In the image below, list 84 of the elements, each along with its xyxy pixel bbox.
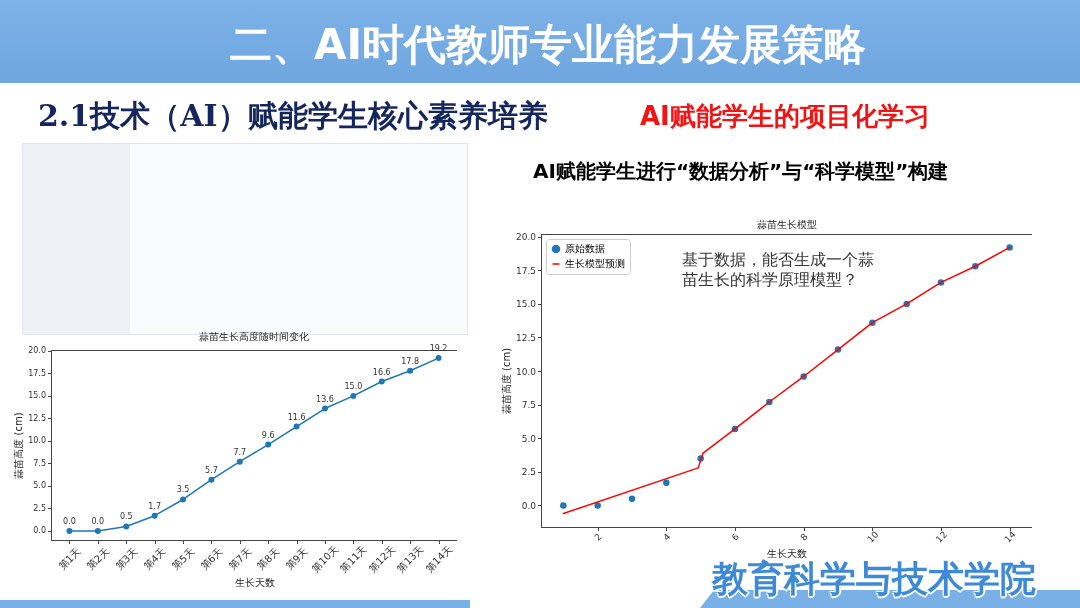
- point: [435, 355, 442, 362]
- x-tick-label: 第4天: [141, 545, 168, 572]
- data-label: 15.0: [344, 381, 363, 391]
- x-tick-label: 第1天: [56, 545, 83, 572]
- chart-title: 蒜苗生长高度随时间变化: [199, 331, 309, 343]
- point: [123, 523, 130, 530]
- y-tick-label: 12.5: [515, 332, 536, 343]
- x-tick-label: 6: [729, 531, 742, 543]
- annotation: 基于数据，能否生成一个蒜苗生长的科学原理模型？: [682, 250, 875, 290]
- data-label: 0.0: [63, 517, 76, 526]
- y-tick-label: 0.0: [33, 526, 46, 536]
- data-label: 17.8: [401, 356, 420, 366]
- x-tick-label: 12: [933, 529, 950, 545]
- x-axis-title: 生长天数: [234, 577, 275, 589]
- y-tick-label: 17.5: [515, 265, 536, 276]
- point: [180, 496, 187, 503]
- y-tick-label: 12.5: [28, 413, 46, 423]
- x-tick-label: 第6天: [198, 545, 225, 572]
- point: [151, 512, 158, 519]
- x-axis-title: 生长天数: [767, 547, 807, 559]
- x-tick-label: 第11天: [338, 543, 369, 575]
- x-tick-label: 10: [865, 529, 881, 545]
- x-tick-label: 第14天: [423, 543, 455, 575]
- point: [236, 458, 243, 465]
- text: 教育科学与技术学院: [712, 558, 1036, 600]
- data-label: 0.0: [91, 517, 105, 526]
- point: [321, 405, 328, 412]
- text: AI赋能学生进行“数据分析”与“科学模型”构建: [533, 159, 949, 183]
- chart-title: 蒜苗生长模型: [756, 218, 817, 230]
- y-tick-label: 2.5: [521, 467, 536, 478]
- y-tick-label: 7.5: [521, 400, 536, 411]
- data-label: 9.6: [261, 430, 275, 440]
- x-tick-label: 14: [1002, 529, 1018, 545]
- point: [663, 479, 670, 486]
- data-label: 11.6: [287, 412, 306, 422]
- point: [407, 367, 414, 374]
- x-tick-label: 第2天: [84, 545, 112, 572]
- data-label: 7.7: [233, 447, 247, 457]
- y-tick-label: 10.0: [28, 436, 46, 446]
- y-tick-label: 5.0: [521, 433, 537, 444]
- y-tick-label: 10.0: [515, 366, 537, 377]
- point: [560, 502, 567, 509]
- point: [293, 423, 300, 430]
- x-tick-label: 第12天: [366, 543, 398, 575]
- text: 2.1技术（AI）赋能学生核心素养培养: [38, 98, 548, 134]
- text: AI赋能学生的项目化学习: [640, 101, 930, 132]
- y-axis-title: 蒜苗高度 (cm): [500, 347, 512, 415]
- x-tick-label: 第3天: [113, 545, 140, 572]
- x-tick-label: 第7天: [226, 545, 254, 572]
- y-tick-label: 0.0: [521, 501, 537, 511]
- point: [628, 495, 636, 503]
- y-tick-label: 17.5: [28, 368, 46, 378]
- point: [378, 378, 385, 385]
- x-tick-label: 第8天: [255, 545, 282, 572]
- x-tick-label: 4: [661, 531, 673, 543]
- x-tick-label: 第9天: [283, 545, 310, 572]
- point: [94, 528, 101, 534]
- point: [208, 476, 215, 483]
- text: 二、AI时代教师专业能力发展策略: [230, 20, 867, 70]
- x-tick-label: 2: [592, 531, 604, 543]
- y-tick-label: 20.0: [28, 346, 46, 356]
- data-label: 13.6: [316, 394, 334, 404]
- x-tick-label: 第5天: [169, 545, 197, 572]
- y-axis-title: 蒜苗高度 (cm): [13, 412, 25, 479]
- x-tick-label: 第10天: [309, 543, 341, 575]
- point: [594, 502, 601, 509]
- y-tick-label: 20.0: [515, 232, 537, 243]
- point: [66, 528, 73, 534]
- data-label: 16.6: [372, 367, 391, 377]
- data-label: 3.5: [176, 485, 190, 495]
- line-series: [562, 246, 1011, 515]
- x-tick-label: 8: [798, 531, 810, 543]
- y-tick-label: 7.5: [33, 458, 46, 468]
- y-tick-label: 15.0: [515, 299, 537, 310]
- y-tick-label: 2.5: [33, 503, 46, 513]
- point: [265, 441, 272, 448]
- y-tick-label: 5.0: [33, 481, 46, 491]
- y-tick-label: 15.0: [28, 391, 46, 401]
- data-label: 1.7: [148, 501, 161, 511]
- data-label: 5.7: [205, 465, 218, 475]
- legend-label: 生长模型预测: [565, 258, 625, 269]
- legend-label: 原始数据: [565, 243, 605, 254]
- point: [350, 392, 357, 399]
- data-label: 0.5: [119, 512, 133, 522]
